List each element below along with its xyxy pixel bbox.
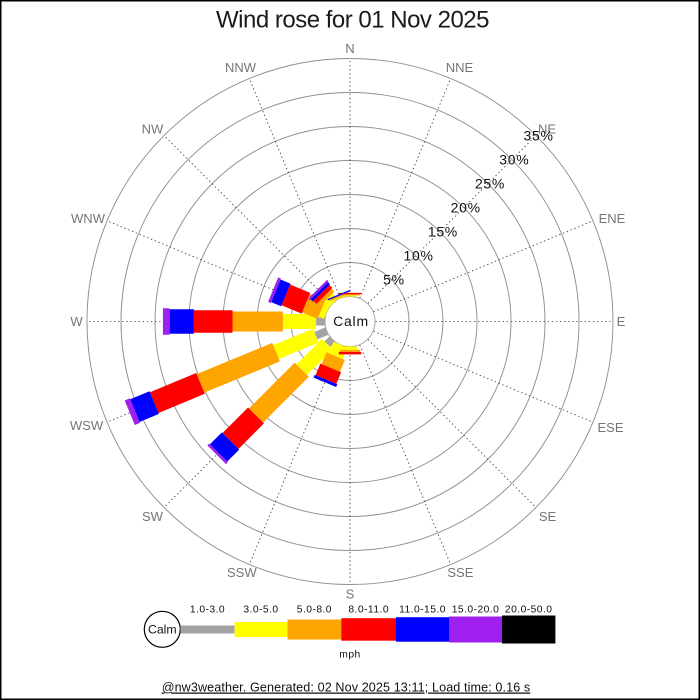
svg-text:25%: 25%: [475, 175, 505, 191]
svg-text:ENE: ENE: [599, 211, 626, 226]
svg-text:3.0-5.0: 3.0-5.0: [243, 605, 278, 616]
svg-text:8.0-11.0: 8.0-11.0: [348, 605, 389, 616]
svg-text:NE: NE: [538, 122, 556, 137]
svg-text:5.0-8.0: 5.0-8.0: [297, 605, 332, 616]
svg-text:NW: NW: [142, 122, 164, 137]
svg-text:20%: 20%: [451, 200, 481, 216]
svg-text:W: W: [70, 314, 83, 329]
svg-text:15.0-20.0: 15.0-20.0: [452, 605, 500, 616]
svg-text:SE: SE: [539, 509, 557, 524]
svg-text:1.0-3.0: 1.0-3.0: [190, 605, 225, 616]
svg-text:30%: 30%: [499, 151, 529, 167]
svg-text:Wind rose for 01 Nov 2025: Wind rose for 01 Nov 2025: [216, 7, 489, 34]
svg-text:Calm: Calm: [333, 313, 369, 329]
svg-text:Calm: Calm: [148, 622, 177, 636]
svg-text:10%: 10%: [404, 247, 434, 263]
svg-text:E: E: [617, 314, 626, 329]
svg-text:mph: mph: [339, 650, 360, 661]
svg-text:SSW: SSW: [227, 565, 257, 580]
svg-text:@nw3weather. Generated: 02 Nov: @nw3weather. Generated: 02 Nov 2025 13:1…: [162, 681, 531, 695]
svg-text:WNW: WNW: [71, 211, 106, 226]
svg-text:ESE: ESE: [597, 420, 623, 435]
svg-text:N: N: [345, 41, 354, 56]
svg-text:SW: SW: [142, 509, 164, 524]
svg-text:SSE: SSE: [447, 565, 473, 580]
svg-text:15%: 15%: [428, 224, 458, 240]
svg-text:20.0-50.0: 20.0-50.0: [505, 605, 553, 616]
svg-text:NNW: NNW: [225, 60, 257, 75]
svg-text:11.0-15.0: 11.0-15.0: [399, 605, 446, 616]
svg-text:NNE: NNE: [446, 60, 474, 75]
svg-text:5%: 5%: [383, 272, 405, 288]
svg-text:S: S: [346, 586, 355, 601]
svg-text:WSW: WSW: [70, 418, 104, 433]
svg-text:35%: 35%: [524, 127, 554, 143]
